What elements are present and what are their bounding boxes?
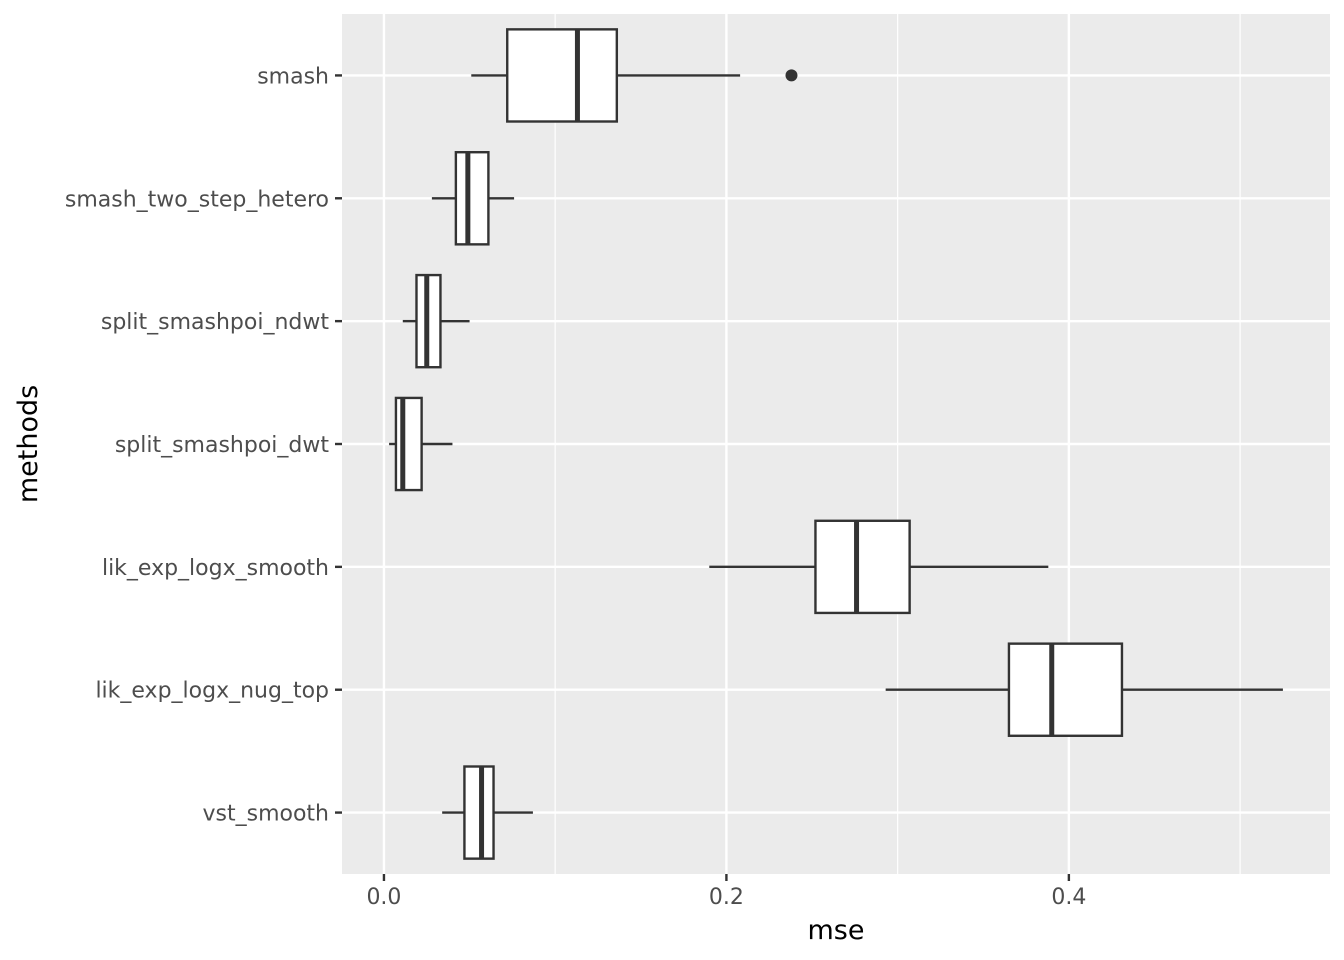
box-lik-exp-logx-smooth <box>709 519 1049 615</box>
x-tick-label: 0.2 <box>709 885 744 910</box>
y-tick-label: lik_exp_logx_nug_top <box>95 679 329 704</box>
x-axis-title: mse <box>808 915 865 946</box>
iqr-box <box>463 765 495 860</box>
y-tick-label: split_smashpoi_dwt <box>115 433 330 458</box>
iqr-box <box>394 396 423 492</box>
x-tick-label: 0.0 <box>366 885 401 910</box>
y-tick-label: vst_smooth <box>203 802 330 827</box>
box-split-smashpoi-dwt <box>389 396 453 492</box>
box-lik-exp-logx-nug-top <box>885 642 1283 737</box>
iqr-box <box>506 28 619 123</box>
y-axis-title: methods <box>13 385 44 503</box>
y-axis: smash smash_two_step_hetero split_smashpoi… <box>65 64 342 827</box>
y-tick-label: smash <box>257 64 329 89</box>
iqr-box <box>814 519 911 615</box>
y-tick-label: smash_two_step_hetero <box>65 187 329 212</box>
box-split-smashpoi-ndwt <box>402 273 470 369</box>
iqr-box <box>454 151 490 246</box>
box-smash-two-step-hetero <box>431 151 515 246</box>
box-vst-smooth <box>442 765 533 860</box>
outlier-point <box>785 69 798 82</box>
x-axis: 0.0 0.2 0.4 <box>366 874 1086 910</box>
box-smash <box>471 28 798 123</box>
x-tick-label: 0.4 <box>1051 885 1086 910</box>
y-tick-label: lik_exp_logx_smooth <box>102 556 329 581</box>
iqr-box <box>1007 642 1124 737</box>
y-tick-label: split_smashpoi_ndwt <box>101 310 329 335</box>
box-series <box>389 28 1283 860</box>
